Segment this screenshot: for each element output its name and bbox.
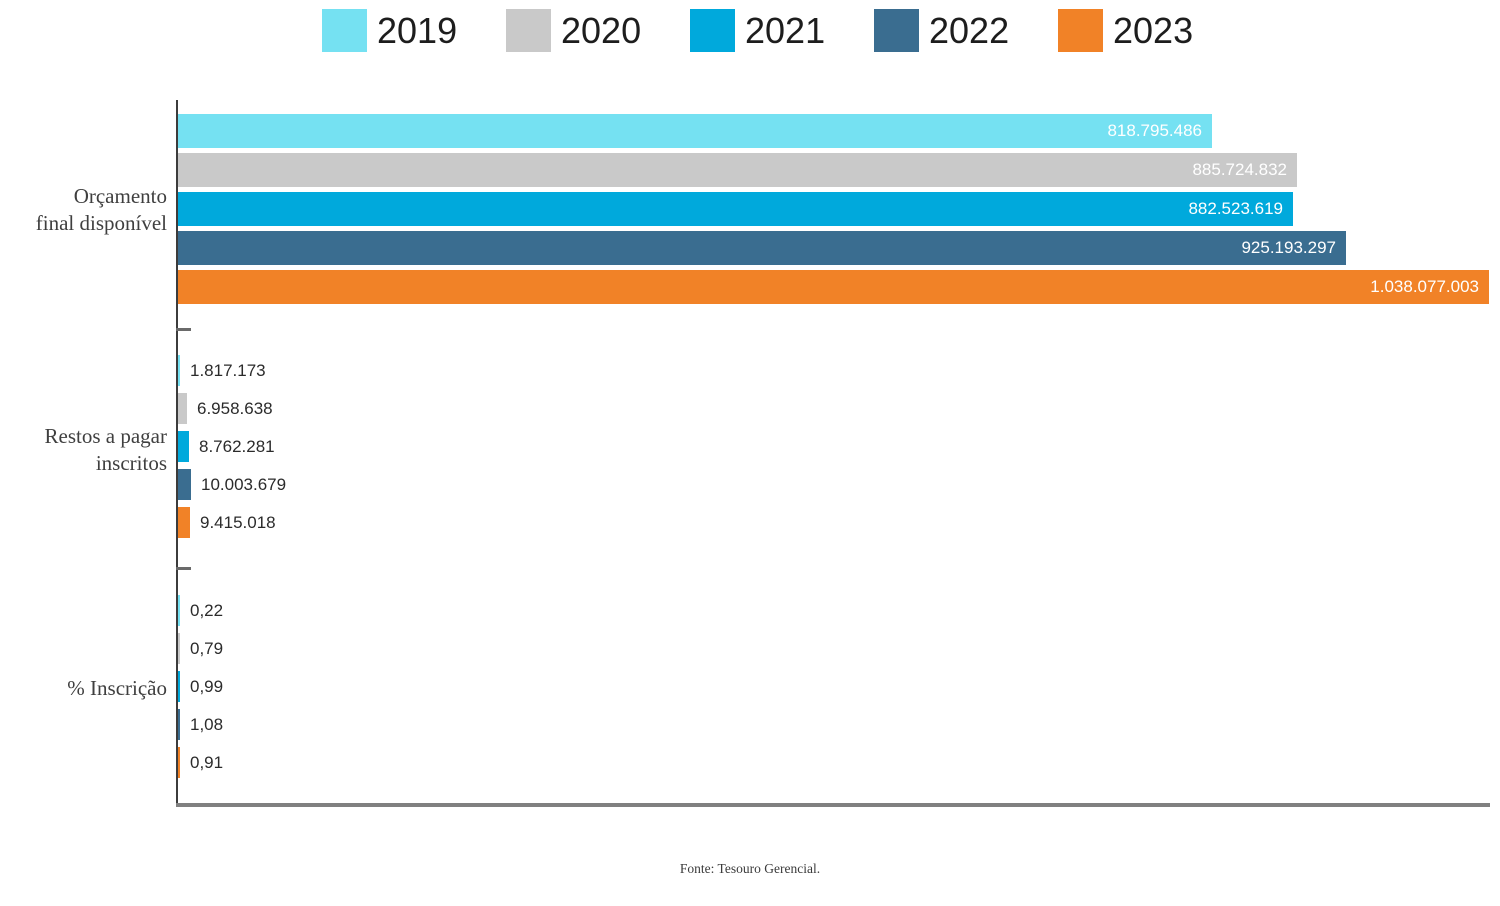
bar-value-label: 9.415.018: [200, 512, 276, 532]
bar-2022-2: [178, 709, 180, 740]
legend-item-2023: 2023: [1058, 9, 1242, 52]
bar-value-label: 0,22: [190, 600, 224, 620]
bar-2020-1: [178, 393, 187, 424]
legend-label: 2020: [561, 10, 642, 51]
legend-swatch-2022: [874, 9, 919, 52]
bar-value-label: 925.193.297: [1241, 238, 1336, 257]
category-label-1: Restos a pagar inscritos: [0, 423, 167, 477]
category-label-line: Orçamento: [73, 184, 167, 208]
legend-item-2022: 2022: [874, 9, 1058, 52]
source-note: Fonte: Tesouro Gerencial.: [679, 861, 821, 876]
category-label-line: Restos a pagar: [44, 424, 167, 448]
bar-value-label: 0,99: [190, 676, 224, 696]
bar-2022-0: 925.193.297: [178, 231, 1346, 265]
bar-2023-2: [178, 747, 180, 778]
bar-value-label: 0,79: [190, 638, 224, 658]
category-label-line: inscritos: [95, 451, 167, 475]
legend-label: 2019: [377, 10, 458, 51]
bar-2023-0: 1.038.077.003: [178, 270, 1489, 304]
bar-2019-1: [178, 355, 180, 386]
bar-value-label: 1.038.077.003: [1370, 277, 1479, 296]
bar-2021-0: 882.523.619: [178, 192, 1293, 226]
legend-item-2019: 2019: [322, 9, 506, 52]
legend-swatch-2019: [322, 9, 367, 52]
bar-value-label: 818.795.486: [1107, 121, 1202, 140]
legend-label: 2021: [745, 10, 826, 51]
legend-item-2020: 2020: [506, 9, 690, 52]
category-label-line: final disponível: [35, 211, 167, 235]
bar-value-label: 10.003.679: [201, 474, 287, 494]
category-boundary-tick: [176, 328, 191, 331]
legend-item-2021: 2021: [690, 9, 874, 52]
y-axis-line: [176, 100, 178, 805]
bar-value-label: 8.762.281: [199, 436, 275, 456]
bar-value-label: 6.958.638: [197, 398, 273, 418]
bar-value-label: 1,08: [190, 714, 224, 734]
category-boundary-tick: [176, 567, 191, 570]
category-label-2: % Inscrição: [0, 675, 167, 702]
bar-2021-1: [178, 431, 189, 462]
bar-value-label: 1.817.173: [190, 360, 266, 380]
bar-value-label: 882.523.619: [1188, 199, 1283, 218]
bar-2020-2: [178, 633, 180, 664]
bar-2019-0: 818.795.486: [178, 114, 1212, 148]
legend-label: 2023: [1113, 10, 1194, 51]
category-label-0: Orçamento final disponível: [0, 183, 167, 237]
bar-2021-2: [178, 671, 180, 702]
bar-value-label: 0,91: [190, 752, 224, 772]
legend-swatch-2020: [506, 9, 551, 52]
bar-2019-2: [178, 595, 180, 626]
legend: 2019 2020 2021 2022 2023: [322, 9, 1242, 52]
category-label-line: % Inscrição: [67, 676, 167, 700]
bar-value-label: 885.724.832: [1192, 160, 1287, 179]
bar-2023-1: [178, 507, 190, 538]
legend-swatch-2021: [690, 9, 735, 52]
x-axis-line: [176, 803, 1490, 807]
legend-label: 2022: [929, 10, 1010, 51]
bar-2022-1: [178, 469, 191, 500]
legend-swatch-2023: [1058, 9, 1103, 52]
bar-2020-0: 885.724.832: [178, 153, 1297, 187]
